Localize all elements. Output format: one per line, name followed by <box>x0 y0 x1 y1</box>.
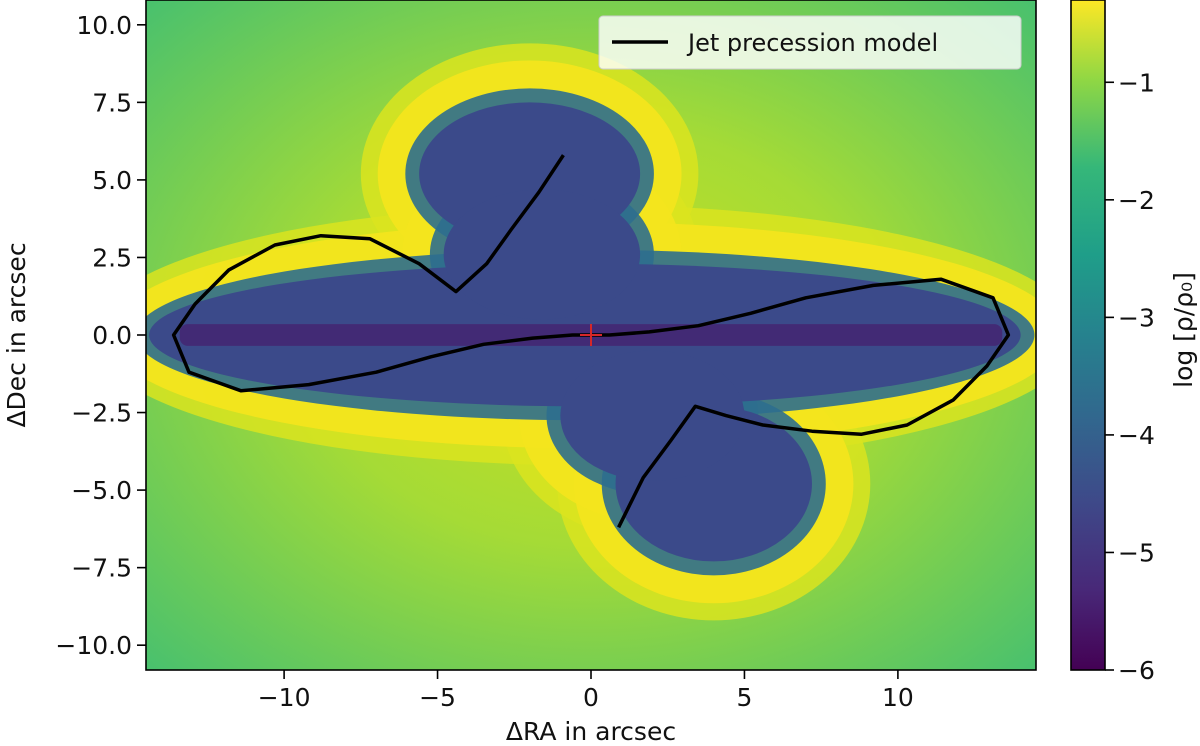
y-tick-label: 5.0 <box>92 166 132 195</box>
colorbar: −1 −2 −3 −4 −5 −6 log [ρ/ρ₀] <box>1070 0 1198 685</box>
colorbar-tick-label: −1 <box>1118 68 1155 97</box>
colorbar-gradient <box>1070 0 1106 671</box>
y-tick-label: 2.5 <box>92 243 132 272</box>
y-tick-label: 7.5 <box>92 88 132 117</box>
colorbar-tick-label: −5 <box>1118 538 1155 567</box>
colorbar-tick-label: −6 <box>1118 656 1155 685</box>
colorbar-tick-label: −2 <box>1118 186 1155 215</box>
y-axis-label: ΔDec in arcsec <box>2 242 31 427</box>
colorbar-ticks: −1 −2 −3 −4 −5 −6 <box>1105 68 1155 685</box>
y-tick-label: −5.0 <box>71 476 132 505</box>
legend-entry-label: Jet precession model <box>686 29 938 57</box>
x-tick-label: 10 <box>882 683 914 712</box>
jet-lobe <box>443 189 641 320</box>
plot-area: −10 −5 0 5 10 10.0 7.5 5.0 2.5 0.0 −2.5 −5.0 −7.5 −1… <box>2 0 1037 746</box>
x-axis-label: ΔRA in arcsec <box>506 717 676 746</box>
x-tick-label: −10 <box>258 683 311 712</box>
y-tick-label: 10.0 <box>76 11 132 40</box>
y-tick-label: −10.0 <box>55 631 132 660</box>
x-tick-label: 0 <box>583 683 599 712</box>
colorbar-tick-label: −3 <box>1118 303 1155 332</box>
y-tick-label: 0.0 <box>92 321 132 350</box>
x-tick-label: 5 <box>736 683 752 712</box>
legend: Jet precession model <box>598 15 1022 70</box>
legend-box <box>598 15 1022 70</box>
x-tick-label: −5 <box>419 683 456 712</box>
jet-lobe <box>560 350 745 481</box>
colorbar-label: log [ρ/ρ₀] <box>1169 272 1198 388</box>
center-markers <box>580 324 602 346</box>
y-tick-label: −7.5 <box>71 554 132 583</box>
x-axis: −10 −5 0 5 10 <box>258 670 914 712</box>
colorbar-tick-label: −4 <box>1118 421 1155 450</box>
y-tick-label: −2.5 <box>71 399 132 428</box>
y-axis: 10.0 7.5 5.0 2.5 0.0 −2.5 −5.0 −7.5 −10.0 <box>55 11 146 660</box>
